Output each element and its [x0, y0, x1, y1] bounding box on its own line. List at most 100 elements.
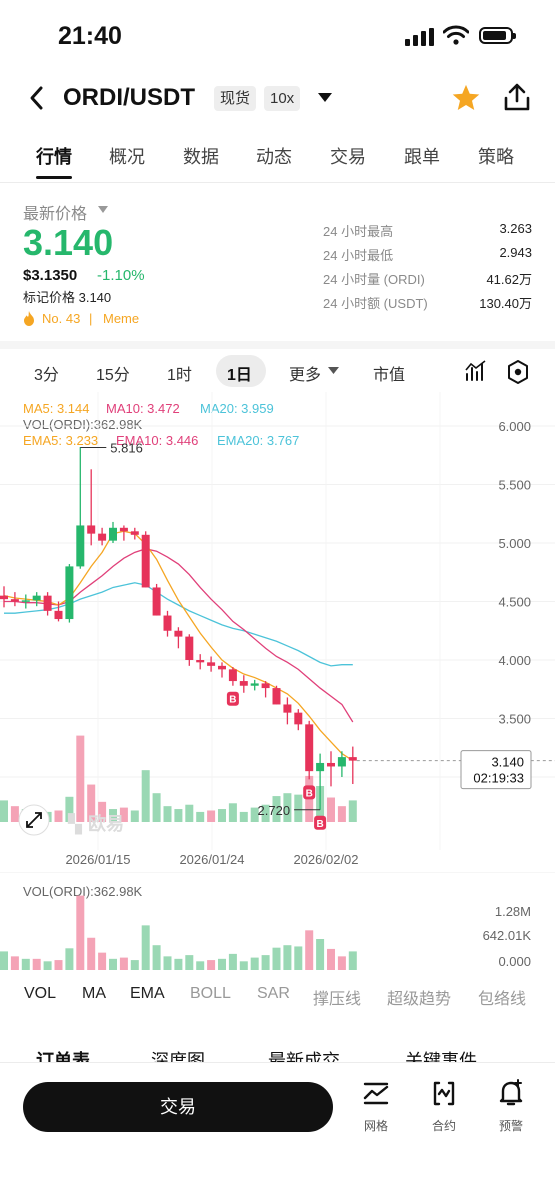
- interval-1d[interactable]: 1日: [227, 367, 252, 384]
- interval-1h[interactable]: 1时: [167, 367, 192, 384]
- legend-ma10: MA10: 3.472: [106, 401, 180, 416]
- volume-bar: [272, 947, 281, 970]
- volume-legend: VOL(ORDI):362.98K: [23, 884, 143, 899]
- y-tick-label: 4.000: [498, 653, 531, 668]
- buy-marker-badge: [314, 815, 327, 830]
- candle-body: [337, 757, 346, 767]
- tab-strategy[interactable]: 策略: [478, 147, 514, 167]
- wifi-icon: [443, 25, 469, 45]
- interval-more[interactable]: 更多: [289, 367, 322, 384]
- tab-news[interactable]: 动态: [256, 147, 292, 167]
- volume-bar: [283, 945, 292, 970]
- indicator-ema[interactable]: EMA: [130, 985, 165, 1002]
- favorite-star-icon[interactable]: [451, 83, 481, 113]
- countdown-label: 02:19:33: [473, 771, 524, 786]
- indicator-envelope[interactable]: 包络线: [478, 991, 527, 1008]
- indicator-vol[interactable]: VOL: [24, 985, 57, 1002]
- price-change: -1.10%: [97, 267, 145, 284]
- volume-bar: [32, 958, 41, 970]
- indicator-sar[interactable]: SAR: [257, 985, 290, 1002]
- latest-price-dropdown-icon[interactable]: [98, 206, 108, 214]
- tab-trade[interactable]: 交易: [330, 147, 366, 167]
- volume-bar: [152, 793, 161, 822]
- x-tick-label: 2026/02/02: [293, 852, 358, 867]
- indicator-settings-icon[interactable]: [465, 360, 487, 382]
- stat-label: 24 小时额 (USDT): [323, 296, 428, 311]
- interval-3m[interactable]: 3分: [34, 367, 59, 384]
- volume-bar: [348, 800, 357, 822]
- usd-price: $3.1350: [23, 267, 78, 284]
- volume-bar: [250, 957, 259, 970]
- stat-value: 130.40万: [479, 296, 532, 311]
- stat-label: 24 小时量 (ORDI): [323, 272, 425, 287]
- interval-15m[interactable]: 15分: [96, 367, 130, 384]
- legend-vol: VOL(ORDI):362.98K: [23, 417, 143, 432]
- volume-bar: [119, 807, 128, 822]
- indicator-ma[interactable]: MA: [82, 985, 106, 1002]
- volume-bar: [76, 895, 85, 970]
- volume-bar: [185, 804, 194, 822]
- volume-bar: [228, 803, 237, 822]
- latest-price-label[interactable]: 最新价格: [23, 206, 88, 223]
- alert-action[interactable]: 预警: [486, 1078, 536, 1134]
- candle-body: [348, 757, 357, 761]
- contract-action[interactable]: 合约: [419, 1078, 469, 1134]
- trade-button[interactable]: 交易: [23, 1082, 333, 1132]
- section-divider: [0, 341, 555, 349]
- pair-dropdown-icon[interactable]: [317, 92, 333, 104]
- volume-bar: [327, 797, 335, 822]
- buy-marker-label: B: [229, 695, 236, 706]
- candlestick-chart[interactable]: 6.000 5.500 5.000 4.500 4.000 3.500 B B B 5.816 2.…: [0, 392, 555, 872]
- volume-bar: [174, 958, 183, 970]
- tab-market[interactable]: 行情: [36, 147, 72, 167]
- volume-bar: [294, 794, 303, 822]
- volume-bar: [250, 807, 259, 822]
- stat-label: 24 小时最低: [323, 248, 394, 263]
- last-price: 3.140: [23, 222, 114, 263]
- expand-icon[interactable]: [18, 804, 50, 836]
- pair-title[interactable]: ORDI/USDT: [63, 84, 195, 111]
- x-tick-label: 2026/01/24: [179, 852, 244, 867]
- candle-body: [316, 762, 325, 772]
- tab-overview[interactable]: 概况: [109, 147, 145, 167]
- indicator-boll[interactable]: BOLL: [190, 985, 231, 1002]
- indicator-support-resistance[interactable]: 撑压线: [313, 991, 362, 1008]
- volume-bar: [337, 956, 346, 970]
- volume-bar: [87, 937, 96, 970]
- stat-value: 2.943: [499, 245, 532, 260]
- share-icon[interactable]: [503, 82, 531, 112]
- candle-body: [239, 681, 248, 686]
- volume-bar: [316, 939, 325, 970]
- grid-label: 网格: [363, 1119, 388, 1133]
- active-tab-indicator: [36, 176, 72, 179]
- candle-body: [76, 525, 85, 567]
- volume-bar: [130, 810, 139, 822]
- cellular-signal-icon: [405, 28, 434, 46]
- candle-body: [54, 610, 63, 620]
- low-marker-label: 2.720: [258, 803, 291, 818]
- y-tick-label: 5.500: [498, 478, 531, 493]
- tab-data[interactable]: 数据: [183, 147, 219, 167]
- candle-body: [218, 665, 226, 670]
- ma5-line: [3, 530, 354, 762]
- buy-marker: B: [303, 785, 316, 800]
- more-dropdown-icon[interactable]: [328, 367, 339, 375]
- back-arrow-icon[interactable]: [26, 84, 48, 112]
- candle-body: [294, 712, 303, 725]
- volume-tick-label: 0.000: [498, 954, 531, 969]
- legend-ma5: MA5: 3.144: [23, 401, 90, 416]
- volume-bar: [0, 800, 8, 822]
- chart-settings-hexagon-icon[interactable]: [507, 360, 529, 384]
- tab-copy-trading[interactable]: 跟单: [404, 147, 440, 167]
- rank-badge[interactable]: No. 43: [42, 311, 81, 326]
- grid-action[interactable]: 网格: [351, 1078, 401, 1134]
- indicator-supertrend[interactable]: 超级趋势: [387, 991, 452, 1008]
- candle-body: [272, 688, 281, 705]
- volume-bar: [283, 793, 292, 822]
- category-badge[interactable]: Meme: [103, 311, 140, 326]
- candle-body: [65, 566, 74, 620]
- candle-body: [10, 599, 19, 602]
- volume-bar: [98, 952, 107, 970]
- current-price-label: 3.140: [491, 755, 524, 770]
- market-cap-toggle[interactable]: 市值: [373, 367, 406, 384]
